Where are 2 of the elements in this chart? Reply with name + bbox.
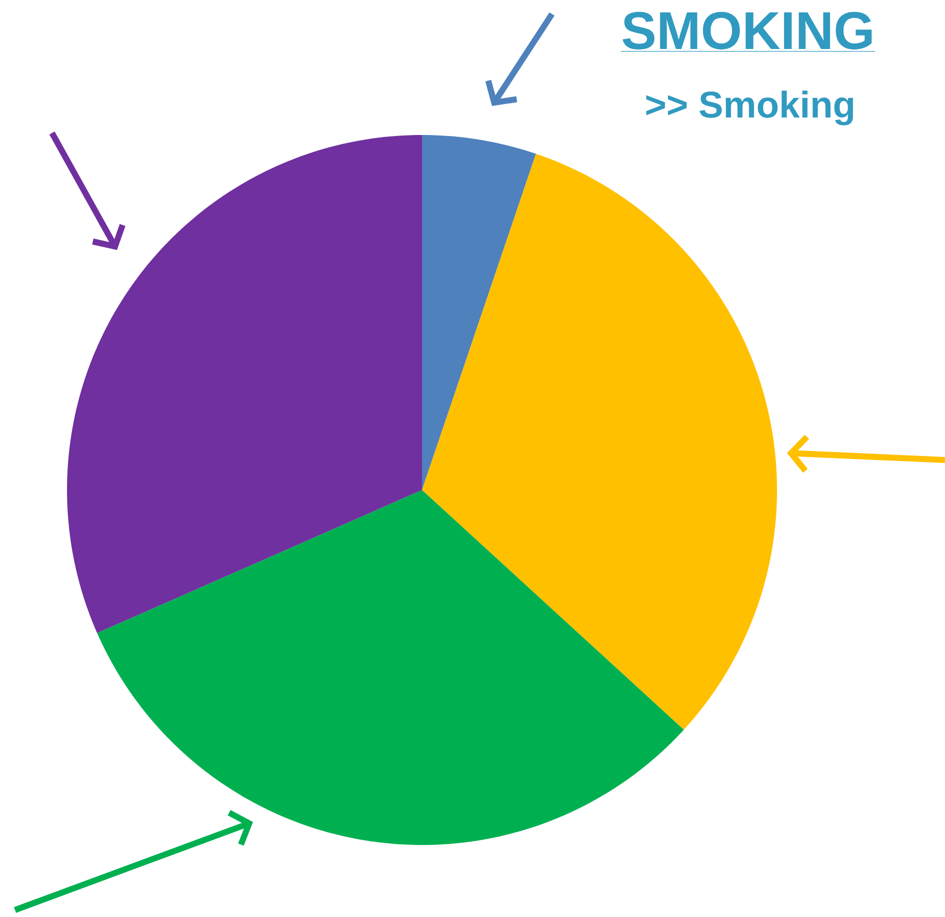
chart-title: SMOKING xyxy=(622,12,872,50)
chart-subtitle: >> Smoking xyxy=(646,90,854,126)
